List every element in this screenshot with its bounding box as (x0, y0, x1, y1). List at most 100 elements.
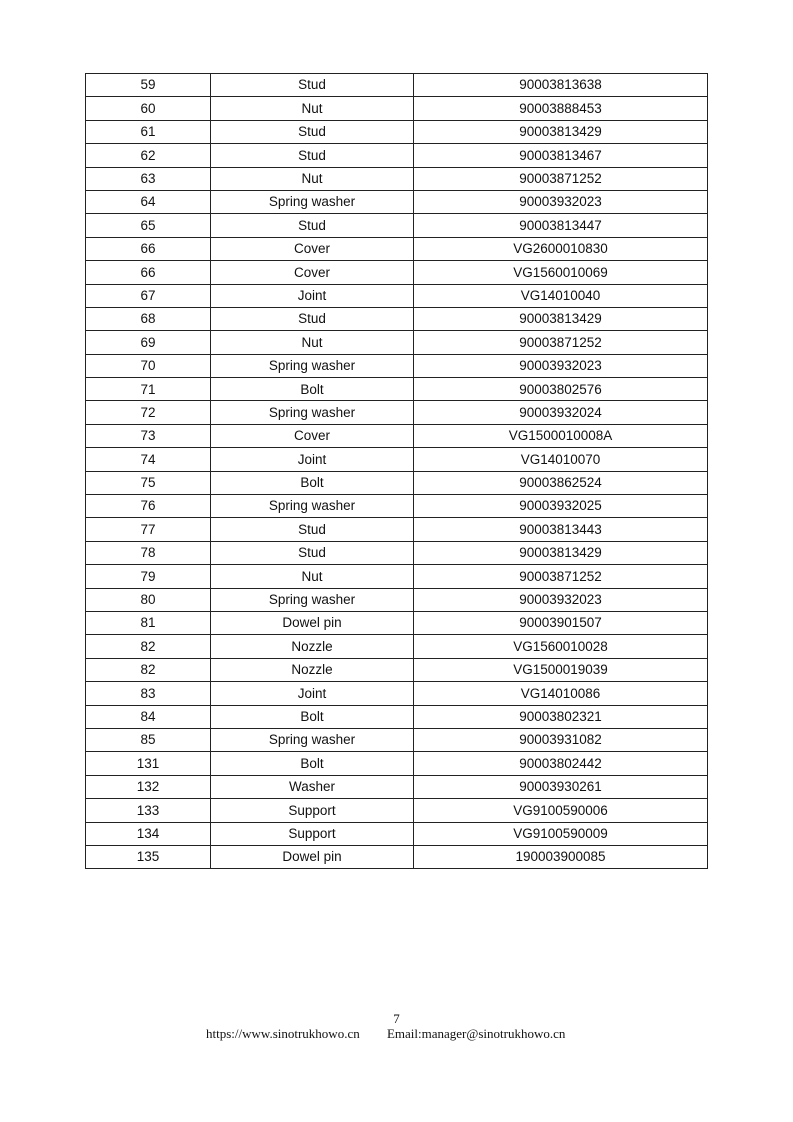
item-number-cell: 68 (85, 306, 211, 332)
part-number-cell: 90003802576 (413, 377, 708, 402)
part-name-cell: Stud (210, 306, 414, 332)
table-row: 61 Stud 90003813429 (85, 119, 708, 145)
part-name-cell: Spring washer (210, 189, 414, 215)
table-row: 81 Dowel pin 90003901507 (85, 610, 708, 636)
item-number-cell: 82 (85, 657, 211, 683)
table-row: 62 Stud 90003813467 (85, 143, 708, 168)
part-number-cell: 90003930261 (413, 774, 708, 800)
item-number-cell: 69 (85, 330, 211, 355)
part-number-cell: VG14010086 (413, 681, 708, 706)
part-number-cell: 90003932024 (413, 400, 708, 425)
part-name-cell: Spring washer (210, 494, 414, 519)
table-row: 75 Bolt 90003862524 (85, 470, 708, 496)
table-row: 78 Stud 90003813429 (85, 540, 708, 566)
part-number-cell: 90003813429 (413, 540, 708, 566)
part-name-cell: Nut (210, 166, 414, 191)
part-number-cell: VG14010040 (413, 283, 708, 308)
table-row: 131 Bolt 90003802442 (85, 751, 708, 776)
part-name-cell: Spring washer (210, 727, 414, 753)
part-name-cell: Washer (210, 774, 414, 800)
part-number-cell: 90003871252 (413, 564, 708, 589)
part-name-cell: Bolt (210, 470, 414, 496)
item-number-cell: 63 (85, 166, 211, 191)
item-number-cell: 66 (85, 236, 211, 262)
part-number-cell: 90003813443 (413, 517, 708, 542)
parts-table-body: 59 Stud 90003813638 60 Nut 90003888453 61 Stud 9… (85, 72, 708, 870)
item-number-cell: 61 (85, 119, 211, 145)
item-number-cell: 135 (85, 844, 211, 870)
part-name-cell: Stud (210, 517, 414, 542)
part-name-cell: Nut (210, 330, 414, 355)
item-number-cell: 60 (85, 96, 211, 121)
part-number-cell: 90003802321 (413, 704, 708, 729)
table-row: 132 Washer 90003930261 (85, 774, 708, 800)
item-number-cell: 80 (85, 587, 211, 612)
item-number-cell: 79 (85, 564, 211, 589)
part-number-cell: 90003871252 (413, 330, 708, 355)
part-number-cell: VG1500019039 (413, 657, 708, 683)
table-row: 65 Stud 90003813447 (85, 213, 708, 238)
table-row: 82 Nozzle VG1560010028 (85, 634, 708, 659)
table-row: 76 Spring washer 90003932025 (85, 494, 708, 519)
table-row: 135 Dowel pin 190003900085 (85, 844, 708, 870)
part-number-cell: 90003932025 (413, 494, 708, 519)
table-row: 68 Stud 90003813429 (85, 306, 708, 332)
part-name-cell: Stud (210, 143, 414, 168)
item-number-cell: 67 (85, 283, 211, 308)
table-row: 84 Bolt 90003802321 (85, 704, 708, 729)
table-row: 73 Cover VG1500010008A (85, 423, 708, 449)
part-name-cell: Bolt (210, 704, 414, 729)
part-name-cell: Dowel pin (210, 844, 414, 870)
part-number-cell: 90003931082 (413, 727, 708, 753)
part-name-cell: Stud (210, 119, 414, 145)
part-number-cell: 90003932023 (413, 587, 708, 612)
part-name-cell: Nut (210, 96, 414, 121)
table-row: 72 Spring washer 90003932024 (85, 400, 708, 425)
item-number-cell: 82 (85, 634, 211, 659)
parts-table: 59 Stud 90003813638 60 Nut 90003888453 61 Stud 9… (85, 72, 708, 870)
part-number-cell: 90003871252 (413, 166, 708, 191)
part-name-cell: Joint (210, 283, 414, 308)
table-row: 82 Nozzle VG1500019039 (85, 657, 708, 683)
item-number-cell: 131 (85, 751, 211, 776)
item-number-cell: 83 (85, 681, 211, 706)
item-number-cell: 134 (85, 821, 211, 846)
part-name-cell: Stud (210, 72, 414, 98)
table-row: 66 Cover VG1560010069 (85, 260, 708, 285)
item-number-cell: 132 (85, 774, 211, 800)
item-number-cell: 73 (85, 423, 211, 449)
item-number-cell: 85 (85, 727, 211, 753)
part-number-cell: VG9100590006 (413, 798, 708, 823)
part-number-cell: VG1560010069 (413, 260, 708, 285)
table-row: 85 Spring washer 90003931082 (85, 727, 708, 753)
part-number-cell: 90003813429 (413, 119, 708, 145)
item-number-cell: 64 (85, 189, 211, 215)
part-name-cell: Spring washer (210, 587, 414, 612)
part-number-cell: VG9100590009 (413, 821, 708, 846)
part-name-cell: Cover (210, 236, 414, 262)
part-number-cell: 90003813447 (413, 213, 708, 238)
part-name-cell: Dowel pin (210, 610, 414, 636)
part-name-cell: Spring washer (210, 353, 414, 379)
item-number-cell: 77 (85, 517, 211, 542)
item-number-cell: 70 (85, 353, 211, 379)
part-number-cell: 190003900085 (413, 844, 708, 870)
part-name-cell: Support (210, 821, 414, 846)
part-name-cell: Joint (210, 447, 414, 472)
item-number-cell: 65 (85, 213, 211, 238)
part-number-cell: 90003888453 (413, 96, 708, 121)
table-row: 64 Spring washer 90003932023 (85, 189, 708, 215)
part-name-cell: Stud (210, 540, 414, 566)
part-name-cell: Spring washer (210, 400, 414, 425)
part-name-cell: Bolt (210, 377, 414, 402)
part-name-cell: Cover (210, 423, 414, 449)
part-name-cell: Nozzle (210, 634, 414, 659)
part-name-cell: Bolt (210, 751, 414, 776)
table-row: 80 Spring washer 90003932023 (85, 587, 708, 612)
footer-website: https://www.sinotrukhowo.cn (206, 1026, 360, 1041)
item-number-cell: 66 (85, 260, 211, 285)
part-name-cell: Support (210, 798, 414, 823)
item-number-cell: 133 (85, 798, 211, 823)
table-row: 134 Support VG9100590009 (85, 821, 708, 846)
part-name-cell: Stud (210, 213, 414, 238)
